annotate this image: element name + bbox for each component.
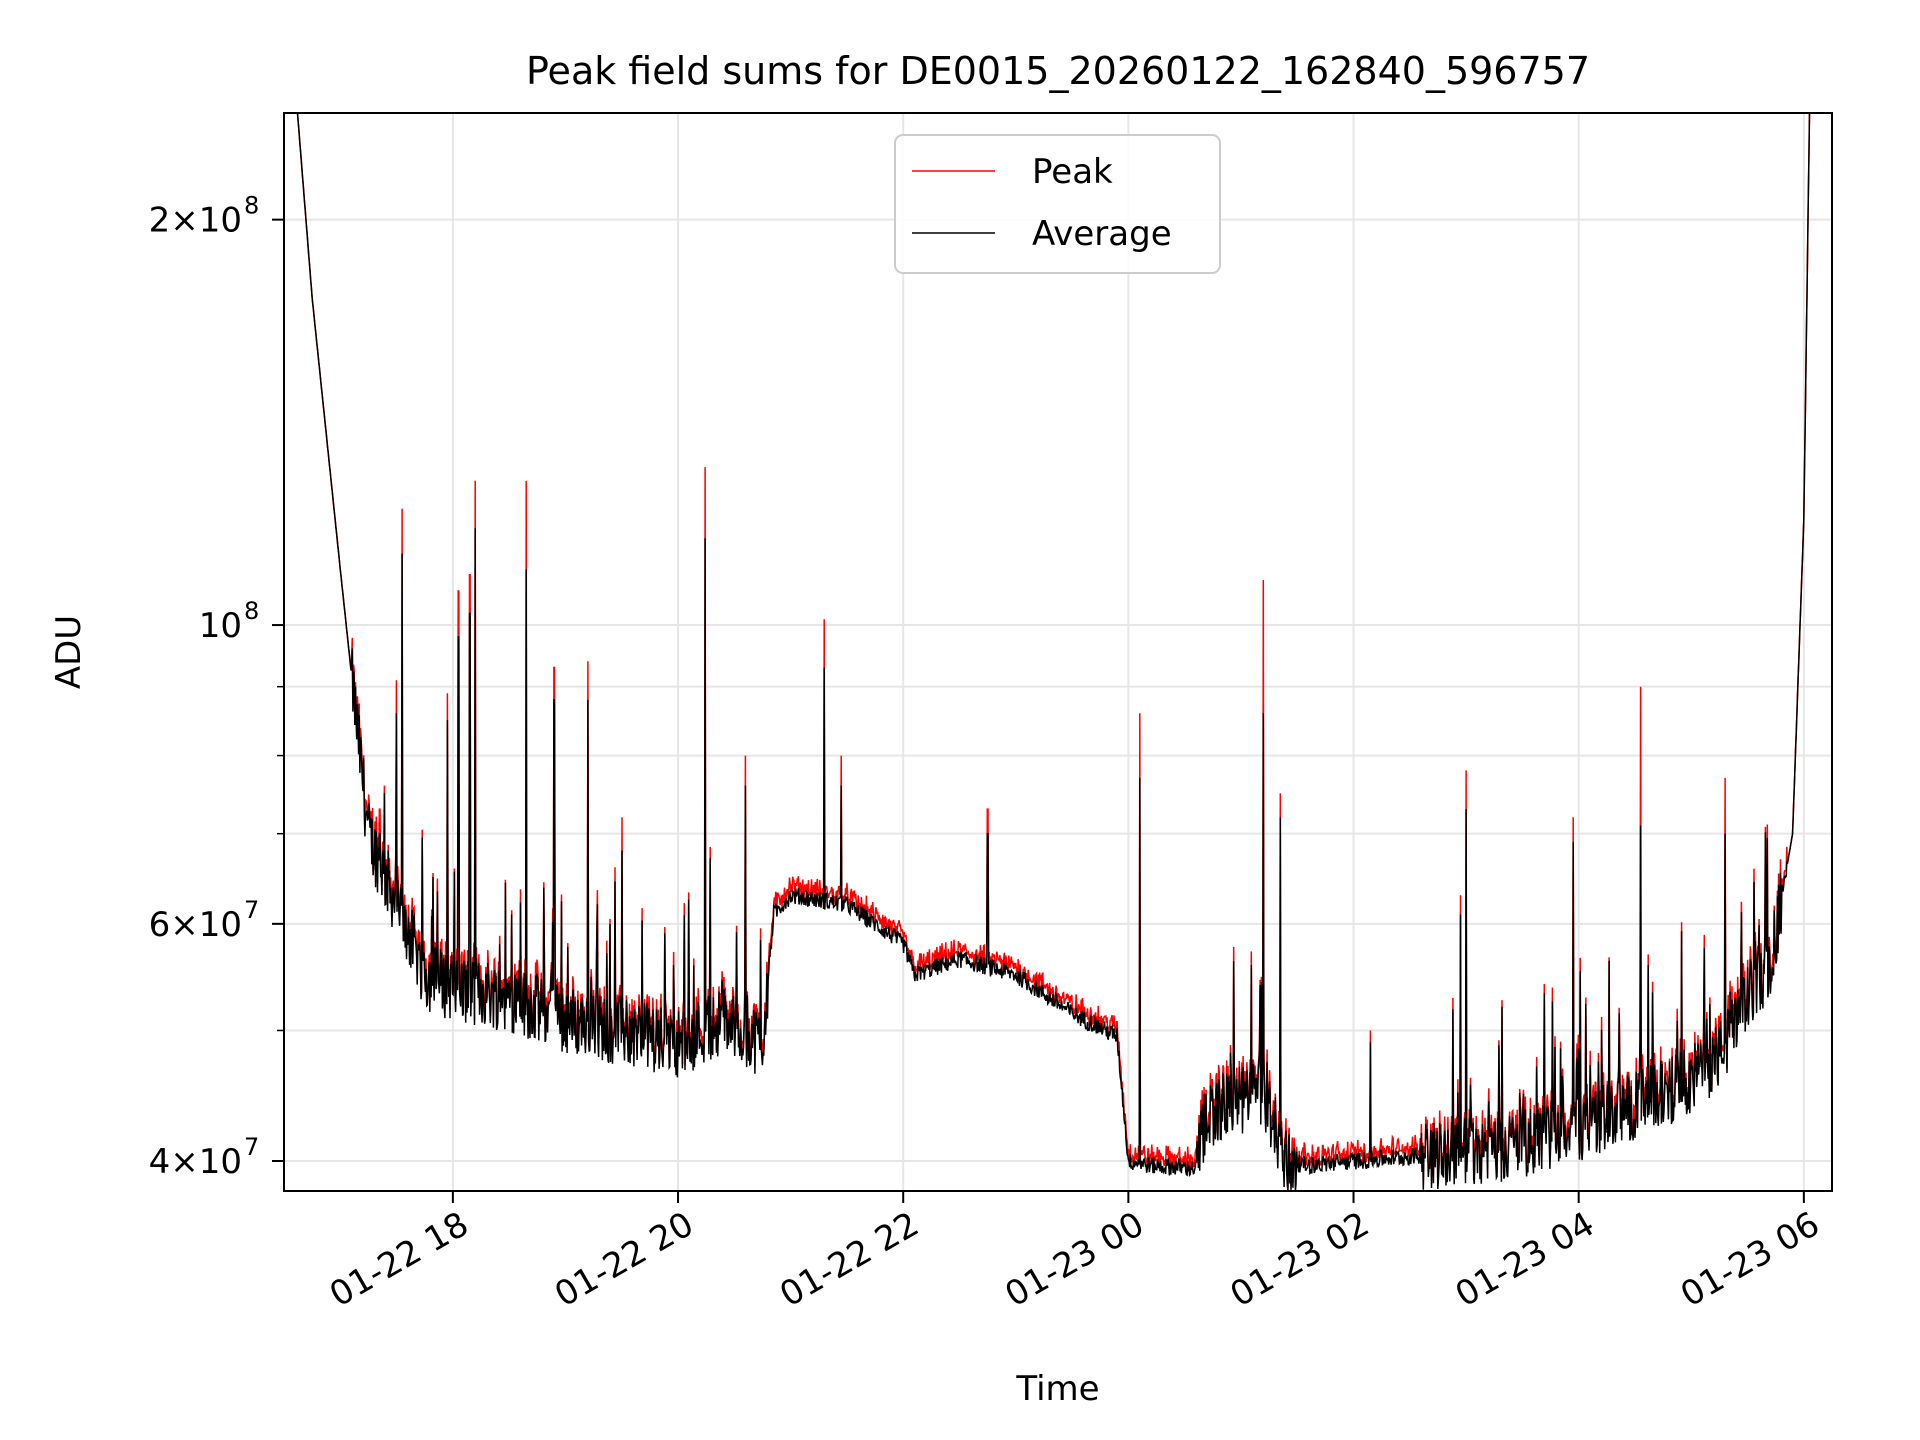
legend-label-peak: Peak <box>1032 152 1113 192</box>
y-tick-mantissa: 2×10 <box>149 201 242 241</box>
y-tick-label: 2×10 8 <box>149 192 260 241</box>
y-tick-exponent: 8 <box>244 597 259 625</box>
x-axis-label: Time <box>1015 1369 1099 1409</box>
plot-frame <box>283 112 1833 1192</box>
y-tick-label: 10 8 <box>199 597 260 646</box>
y-tick-label: 4×10 7 <box>149 1133 260 1182</box>
y-tick-mantissa: 10 <box>199 606 242 646</box>
legend: Peak Average <box>894 134 1221 274</box>
y-tick-exponent: 7 <box>244 1133 259 1161</box>
y-axis: 4×10 76×10 710 82×10 8 <box>149 192 284 1182</box>
chart-title: Peak field sums for DE0015_20260122_1628… <box>526 49 1590 93</box>
series-average-line <box>296 113 1811 1191</box>
y-tick-label: 6×10 7 <box>149 896 260 945</box>
legend-label-average: Average <box>1032 214 1172 254</box>
y-tick-exponent: 8 <box>244 192 259 220</box>
legend-box <box>894 134 1221 274</box>
y-tick-mantissa: 6×10 <box>149 905 242 945</box>
series-layer <box>296 113 1811 1191</box>
y-axis-label: ADU <box>49 615 89 689</box>
y-tick-exponent: 7 <box>244 896 259 924</box>
y-tick-mantissa: 4×10 <box>149 1142 242 1182</box>
